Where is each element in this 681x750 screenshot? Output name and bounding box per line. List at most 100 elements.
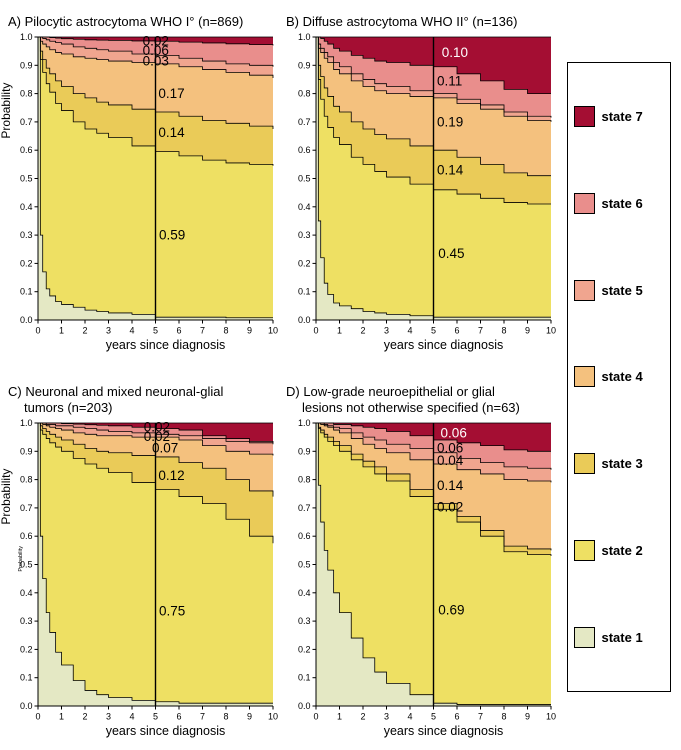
state-boundary-line [316, 36, 551, 205]
x-tick-label: 1 [337, 326, 342, 336]
state-boundary-line [316, 36, 552, 118]
y-tick-label: 0.5 [298, 174, 311, 184]
legend-label-state-1: state 1 [601, 629, 643, 645]
y-tick-label: 0.4 [298, 588, 311, 598]
legend-entry-state-6: state 6 [573, 192, 664, 214]
x-tick-label: 7 [200, 712, 205, 722]
probability-label: 0.02 [143, 34, 169, 49]
state-boundary-line [316, 36, 551, 318]
y-tick-label: 0.6 [20, 145, 33, 155]
x-tick-label: 1 [59, 326, 64, 336]
x-tick-label: 3 [384, 326, 389, 336]
y-tick-label: 0.8 [298, 89, 311, 99]
probability-label: 0.02 [437, 500, 463, 515]
panel-d: D) Low-grade neuroepithelial or glial le… [278, 374, 556, 750]
state-boundary-line [38, 422, 273, 704]
y-tick-label: 0.4 [20, 202, 33, 212]
legend-entry-state-2: state 2 [573, 540, 664, 562]
band-state-1 [316, 423, 551, 706]
x-axis-label: years since diagnosis [106, 338, 226, 352]
y-tick-label: 0.7 [20, 117, 33, 127]
y-tick-label: 0.3 [20, 616, 33, 626]
y-tick-label: 0.0 [20, 315, 33, 325]
state-boundary-line [316, 422, 552, 470]
y-tick-label: 0.2 [298, 258, 311, 268]
x-axis-label: years since diagnosis [106, 724, 226, 738]
state-boundary-line [38, 422, 274, 497]
y-tick-label: 0.5 [298, 560, 311, 570]
probability-label: 0.02 [144, 420, 170, 435]
x-tick-label: 10 [268, 326, 278, 336]
y-tick-label: 0.4 [20, 588, 33, 598]
y-tick-label: 0.1 [20, 673, 33, 683]
probability-label: 0.69 [438, 602, 464, 617]
panel-a-chart: 0.0 0.1 0.2 0.3 0.4 0.5 0.6 0.7 0.8 0.9 1.0 0 1 2 3 4 5 6… [0, 32, 278, 352]
y-axis-label: Probability [0, 469, 13, 525]
charts-grid: A) Pilocytic astrocytoma WHO I° (n=869) … [0, 4, 556, 750]
y-tick-label: 0.6 [298, 531, 311, 541]
y-tick-label: 0.9 [20, 446, 33, 456]
x-tick-label: 2 [82, 326, 87, 336]
state-boundary-line [316, 422, 551, 705]
x-tick-label: 9 [247, 326, 252, 336]
x-tick-label: 5 [431, 326, 436, 336]
x-tick-label: 0 [313, 326, 318, 336]
y-tick-label: 0.4 [298, 202, 311, 212]
y-tick-label: 0.7 [298, 503, 311, 513]
x-tick-label: 0 [35, 326, 40, 336]
probability-label: 0.10 [442, 45, 468, 60]
y-tick-label: 0.7 [298, 117, 311, 127]
probability-label: 0.07 [152, 440, 178, 455]
state-boundary-line [38, 422, 274, 456]
x-tick-label: 7 [478, 326, 483, 336]
y-tick-label: 0.9 [298, 60, 311, 70]
legend-entry-state-4: state 4 [573, 366, 664, 388]
y-tick-label: 1.0 [298, 32, 311, 42]
panel-c: C) Neuronal and mixed neuronal-glial tum… [0, 374, 278, 750]
x-tick-label: 0 [35, 712, 40, 722]
panel-d-title: D) Low-grade neuroepithelial or glial le… [286, 384, 520, 416]
probability-label: 0.06 [437, 440, 463, 455]
y-tick-label: 0.7 [20, 503, 33, 513]
probability-label: 0.06 [143, 43, 169, 58]
y-tick-label: 1.0 [298, 418, 311, 428]
y-tick-label: 1.0 [20, 32, 33, 42]
x-tick-label: 7 [478, 712, 483, 722]
y-tick-label: 0.0 [298, 315, 311, 325]
probability-label: 0.06 [441, 425, 467, 440]
probability-label: 0.19 [437, 114, 463, 129]
state-boundary-line [38, 36, 274, 166]
panel-b: B) Diffuse astrocytoma WHO II° (n=136) 0… [278, 4, 556, 364]
y-tick-label: 0.1 [298, 673, 311, 683]
y-tick-label: 0.9 [298, 446, 311, 456]
legend-swatch-state-7 [573, 105, 595, 127]
legend-entry-state-3: state 3 [573, 453, 664, 475]
state-boundary-line [316, 422, 552, 551]
y-tick-label: 0.2 [20, 258, 33, 268]
x-tick-label: 2 [360, 712, 365, 722]
x-tick-label: 10 [546, 712, 556, 722]
band-state-5 [38, 423, 273, 456]
x-tick-label: 4 [407, 712, 412, 722]
panel-c-title: C) Neuronal and mixed neuronal-glial tum… [8, 384, 224, 416]
x-tick-label: 2 [360, 326, 365, 336]
state-boundary-line [38, 36, 274, 67]
probability-label: 0.59 [159, 228, 185, 243]
legend-swatch-state-4 [573, 366, 595, 388]
legend-label-state-6: state 6 [601, 195, 643, 211]
probability-label: 0.03 [143, 54, 169, 69]
x-tick-label: 8 [223, 326, 228, 336]
y-tick-label: 0.3 [20, 230, 33, 240]
x-tick-label: 10 [546, 326, 556, 336]
band-state-3 [316, 37, 551, 205]
x-tick-label: 6 [176, 326, 181, 336]
x-tick-label: 0 [313, 712, 318, 722]
probability-label: 0.14 [437, 478, 464, 493]
y-tick-label: 0.8 [298, 475, 311, 485]
y-tick-label: 1.0 [20, 418, 33, 428]
legend-swatch-state-3 [573, 453, 595, 475]
band-state-3 [38, 37, 273, 166]
x-tick-label: 3 [106, 326, 111, 336]
probability-label: 0.45 [438, 246, 464, 261]
